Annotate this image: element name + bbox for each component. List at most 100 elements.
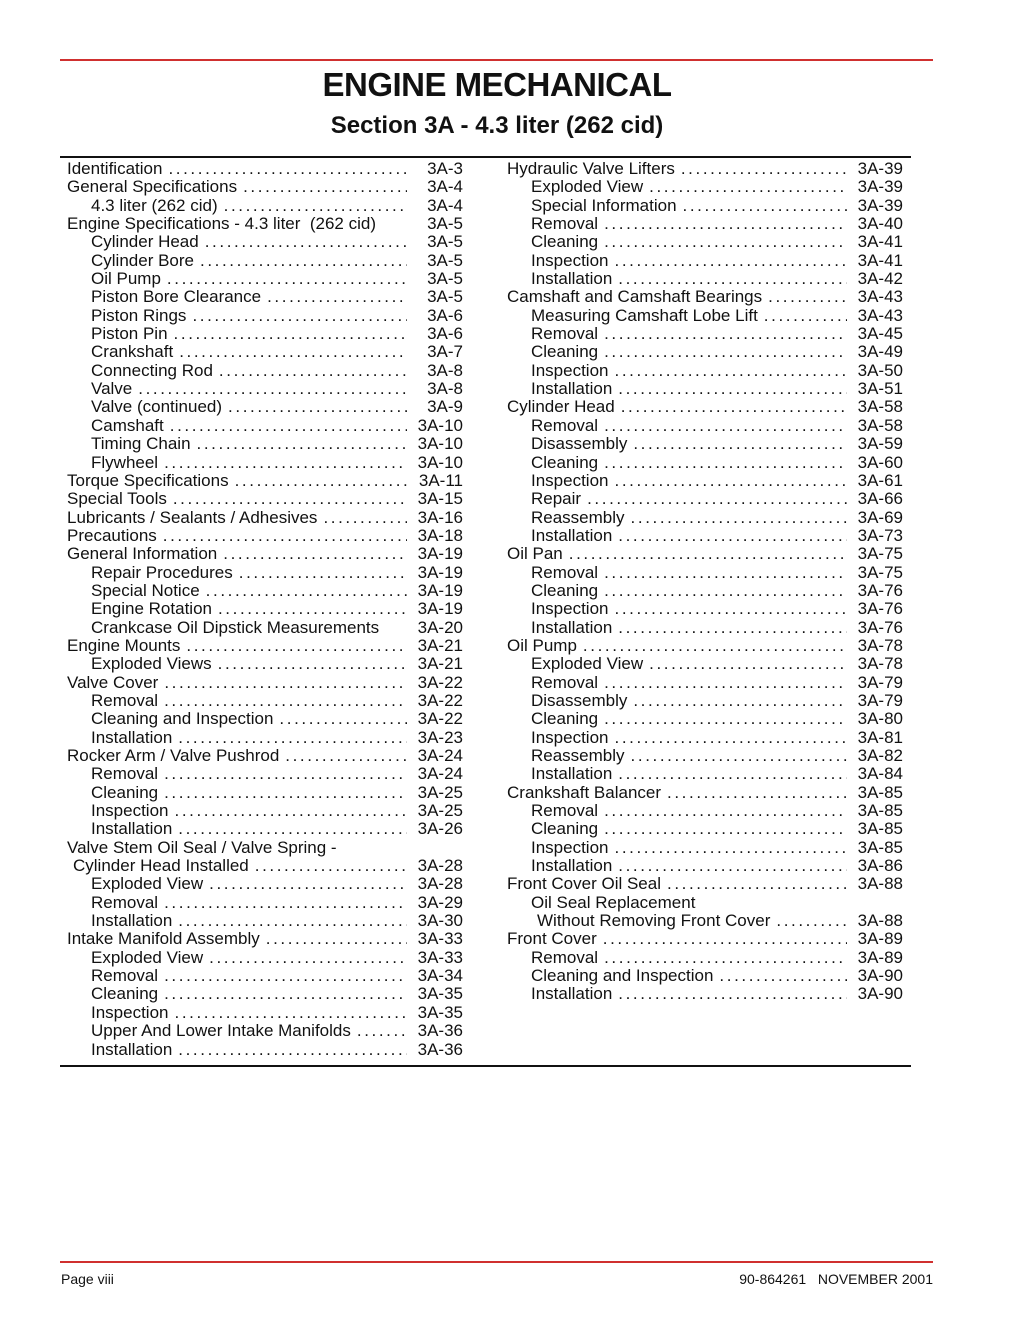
toc-entry[interactable]: Installation............................… [507, 269, 903, 288]
toc-entry[interactable]: Measuring Camshaft Lobe Lift............… [507, 305, 903, 325]
toc-entry[interactable]: Disassembly.............................… [507, 434, 903, 453]
toc-entry[interactable]: Inspection..............................… [507, 251, 903, 270]
toc-entry[interactable]: Exploded Views..........................… [67, 654, 463, 673]
toc-entry[interactable]: Crankshaft..............................… [67, 343, 463, 362]
toc-entry[interactable]: Cylinder Head...........................… [507, 398, 903, 417]
toc-entry[interactable]: Removal.................................… [507, 214, 903, 233]
toc-entry[interactable]: Intake Manifold Assembly................… [67, 930, 463, 949]
toc-entry[interactable]: Cleaning................................… [507, 233, 903, 252]
toc-entry[interactable]: Cleaning................................… [67, 783, 463, 802]
toc-entry[interactable]: Installation............................… [507, 618, 903, 637]
toc-entry[interactable]: Front Cover.............................… [507, 930, 903, 949]
toc-entry[interactable]: Repair Procedures.......................… [67, 563, 463, 582]
toc-entry[interactable]: Removal.................................… [507, 562, 903, 582]
toc-entry[interactable]: Hydraulic Valve Lifters.................… [507, 159, 903, 178]
toc-entry[interactable]: Inspection..............................… [507, 838, 903, 857]
toc-entry[interactable]: Installation............................… [507, 985, 903, 1004]
toc-entry[interactable]: Exploded View...........................… [67, 948, 463, 967]
toc-entry[interactable]: Inspection..............................… [507, 361, 903, 380]
toc-entry[interactable]: Special Notice..........................… [67, 581, 463, 600]
toc-entry[interactable]: Lubricants / Sealants / Adhesives.......… [67, 508, 463, 527]
toc-entry[interactable]: Engine Specifications - 4.3 liter (262 c… [67, 214, 463, 233]
toc-entry[interactable]: Timing Chain............................… [67, 434, 463, 453]
toc-entry[interactable]: 4.3 liter (262 cid).....................… [67, 196, 463, 215]
toc-entry[interactable]: Installation............................… [507, 526, 903, 545]
toc-entry[interactable]: Cleaning................................… [507, 581, 903, 600]
toc-entry[interactable]: Piston Bore Clearance...................… [67, 288, 463, 307]
toc-entry[interactable]: Cylinder Bore...........................… [67, 251, 463, 270]
dot-leader: ........................................… [614, 251, 848, 270]
toc-entry[interactable]: Removal.................................… [507, 948, 903, 967]
toc-entry[interactable]: Installation............................… [67, 1040, 463, 1059]
toc-entry[interactable]: Engine Mounts...........................… [67, 636, 463, 655]
toc-entry[interactable]: Removal.................................… [67, 966, 463, 985]
toc-entry[interactable]: Precautions.............................… [67, 526, 463, 545]
toc-entry[interactable]: Removal.................................… [507, 416, 903, 435]
toc-entry[interactable]: Cleaning and Inspection.................… [507, 966, 903, 985]
toc-entry[interactable]: Removal.................................… [507, 801, 903, 820]
toc-entry[interactable]: General Information.....................… [67, 544, 463, 563]
toc-entry[interactable]: Oil Pan.................................… [507, 544, 903, 563]
toc-entry[interactable]: Removal.................................… [67, 893, 463, 912]
toc-entry[interactable]: Cylinder Head...........................… [67, 233, 463, 252]
toc-entry[interactable]: Cleaning................................… [507, 453, 903, 472]
toc-entry[interactable]: Special Information.....................… [507, 196, 903, 215]
toc-entry[interactable]: Oil Seal Replacement [507, 893, 903, 912]
toc-entry[interactable]: Removal.................................… [67, 691, 463, 710]
toc-entry[interactable]: Reassembly..............................… [507, 508, 903, 527]
toc-entry[interactable]: Upper And Lower Intake Manifolds........… [67, 1021, 463, 1040]
toc-entry-label: Valve Stem Oil Seal / Valve Spring - [67, 837, 337, 857]
toc-entry[interactable]: Piston Rings............................… [67, 306, 463, 325]
toc-entry[interactable]: Without Removing Front Cover............… [507, 911, 903, 930]
toc-entry[interactable]: Disassembly.............................… [507, 691, 903, 710]
toc-entry[interactable]: Installation............................… [507, 856, 903, 875]
toc-entry[interactable]: Cleaning................................… [507, 820, 903, 839]
toc-entry[interactable]: Removal.................................… [67, 764, 463, 783]
toc-entry[interactable]: Removal.................................… [507, 324, 903, 343]
toc-entry[interactable]: Inspection..............................… [507, 728, 903, 747]
toc-entry[interactable]: Inspection..............................… [67, 1003, 463, 1022]
toc-entry[interactable]: Installation............................… [507, 764, 903, 783]
toc-entry[interactable]: Cylinder Head Installed.................… [67, 856, 463, 875]
toc-entry[interactable]: Installation............................… [67, 728, 463, 747]
toc-entry[interactable]: Installation............................… [67, 820, 463, 839]
toc-entry[interactable]: Crankcase Oil Dipstick Measurements 3A-20 [67, 618, 463, 637]
toc-entry[interactable]: Valve Cover.............................… [67, 673, 463, 692]
toc-entry[interactable]: Removal.................................… [507, 673, 903, 692]
toc-entry[interactable]: Cleaning................................… [507, 343, 903, 362]
toc-entry[interactable]: Rocker Arm / Valve Pushrod..............… [67, 746, 463, 765]
toc-entry[interactable]: Camshaft................................… [67, 416, 463, 435]
toc-entry[interactable]: Oil Pump................................… [67, 269, 463, 288]
toc-entry-label: Measuring Camshaft Lobe Lift [531, 305, 758, 325]
toc-entry[interactable]: Valve (continued).......................… [67, 398, 463, 417]
dot-leader: ........................................… [178, 912, 407, 931]
toc-entry[interactable]: Identification..........................… [67, 159, 463, 178]
toc-entry[interactable]: Valve Stem Oil Seal / Valve Spring - [67, 837, 463, 857]
toc-entry[interactable]: Torque Specifications...................… [67, 471, 463, 490]
toc-entry[interactable]: Camshaft and Camshaft Bearings..........… [507, 288, 903, 307]
toc-entry-page: 3A-75 [857, 562, 903, 582]
toc-entry[interactable]: Engine Rotation.........................… [67, 599, 463, 618]
toc-entry[interactable]: Exploded View...........................… [507, 654, 903, 673]
toc-entry[interactable]: Connecting Rod..........................… [67, 361, 463, 380]
toc-entry[interactable]: Oil Pump................................… [507, 636, 903, 655]
toc-entry[interactable]: Inspection..............................… [507, 599, 903, 618]
toc-entry[interactable]: Crankshaft Balancer.....................… [507, 783, 903, 802]
toc-entry[interactable]: Repair..................................… [507, 489, 903, 508]
toc-entry[interactable]: Installation............................… [67, 911, 463, 931]
toc-entry[interactable]: Exploded View...........................… [67, 875, 463, 894]
toc-entry[interactable]: Inspection..............................… [507, 471, 903, 490]
toc-entry[interactable]: Piston Pin..............................… [67, 324, 463, 343]
toc-entry[interactable]: Special Tools...........................… [67, 489, 463, 508]
toc-entry[interactable]: Installation............................… [507, 379, 903, 398]
toc-entry[interactable]: Flywheel................................… [67, 453, 463, 472]
toc-entry[interactable]: Front Cover Oil Seal....................… [507, 875, 903, 894]
toc-entry[interactable]: Cleaning and Inspection.................… [67, 709, 463, 728]
toc-entry[interactable]: Cleaning................................… [507, 709, 903, 728]
toc-entry[interactable]: Reassembly..............................… [507, 746, 903, 765]
toc-entry[interactable]: General Specifications..................… [67, 177, 463, 196]
toc-entry[interactable]: Valve...................................… [67, 379, 463, 398]
toc-entry[interactable]: Exploded View...........................… [507, 177, 903, 196]
toc-entry[interactable]: Cleaning................................… [67, 985, 463, 1004]
toc-entry[interactable]: Inspection..............................… [67, 801, 463, 820]
